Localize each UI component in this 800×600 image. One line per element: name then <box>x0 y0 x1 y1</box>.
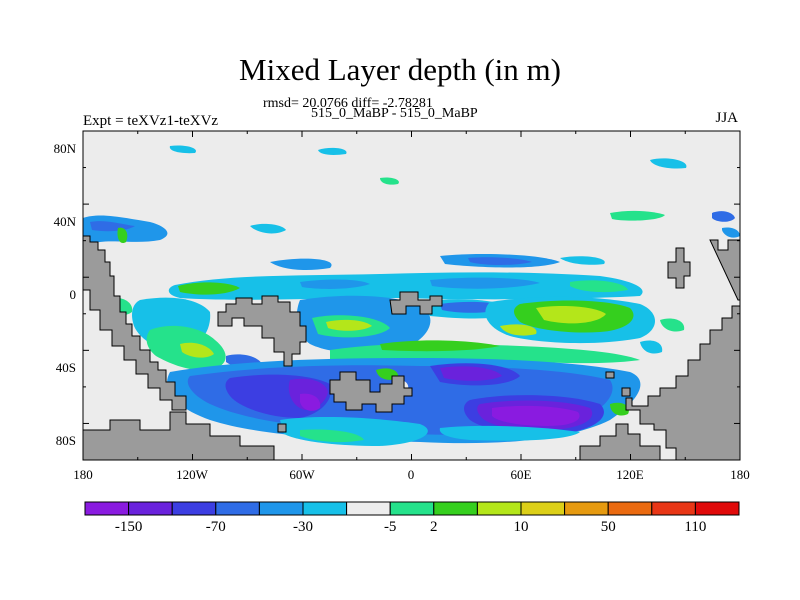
colorbar-box <box>564 501 609 516</box>
lat-label-40s: 40S <box>56 360 76 375</box>
colorbar-box <box>346 501 391 516</box>
axis-tick-marks <box>82 130 741 461</box>
contour-blob <box>326 319 372 331</box>
colorbar: -150 -70 -30 -5 2 10 50 110 <box>84 501 740 535</box>
contour-blob <box>168 272 643 300</box>
contour-blob <box>610 210 665 221</box>
colorbar-box <box>389 501 435 516</box>
contour-blob <box>380 340 500 352</box>
lon-label-180w: 180 <box>73 467 93 482</box>
contour-blob <box>270 258 332 270</box>
lon-label-60e: 60E <box>511 467 532 482</box>
land-islet <box>621 387 631 397</box>
land-north-america <box>83 235 187 411</box>
contour-blob <box>640 340 663 354</box>
land-masses <box>83 235 740 460</box>
mixed-layer-anomaly-field <box>83 145 740 446</box>
colorbar-label: -150 <box>115 519 143 535</box>
colorbar-label: -30 <box>293 519 313 535</box>
land-islet <box>277 423 287 433</box>
map-plot-area <box>83 131 740 460</box>
contour-blob <box>300 429 364 443</box>
contour-blob <box>500 324 537 336</box>
land-antarctic-right <box>579 423 661 460</box>
contour-blob <box>180 342 214 358</box>
colorbar-label: 110 <box>684 519 706 535</box>
contour-blob <box>440 366 502 381</box>
contour-blob <box>722 227 740 238</box>
colorbar-box <box>433 501 478 516</box>
colorbar-box <box>651 501 696 516</box>
contour-blob <box>380 177 399 185</box>
colorbar-label: -70 <box>206 519 226 535</box>
lon-label-120e: 120E <box>616 467 644 482</box>
contour-blob <box>318 147 347 155</box>
contour-blob <box>468 257 532 265</box>
lon-label-0: 0 <box>408 467 415 482</box>
contour-blob <box>536 306 606 324</box>
contour-blob <box>178 282 240 295</box>
land-africa <box>389 291 443 315</box>
colorbar-box <box>128 501 173 516</box>
figure-title: Mixed Layer depth (in m) <box>239 52 561 87</box>
lon-label-180e: 180 <box>730 467 750 482</box>
contour-blob <box>560 256 605 265</box>
contour-blob <box>492 405 580 426</box>
contour-blob <box>570 280 628 293</box>
experiment-label: Expt = teXVz1-teXVz <box>83 113 219 129</box>
latitude-axis-labels: 80N 40N 0 40S 80S <box>54 141 77 448</box>
contour-blob <box>610 402 629 416</box>
lat-label-0: 0 <box>70 287 77 302</box>
contour-blob <box>169 145 196 154</box>
lat-label-80s: 80S <box>56 433 76 448</box>
contour-blob <box>430 277 540 289</box>
colorbar-label: 50 <box>601 519 616 535</box>
land-asia <box>667 247 691 289</box>
colorbar-label: -5 <box>384 519 397 535</box>
colorbar-box <box>476 501 522 516</box>
colorbar-box <box>302 501 348 516</box>
lat-label-40n: 40N <box>54 214 77 229</box>
land-antarctic-left <box>83 411 275 460</box>
colorbar-box <box>520 501 566 516</box>
contour-blob <box>300 393 321 411</box>
colorbar-box <box>215 501 260 516</box>
land-islet <box>605 371 615 379</box>
colorbar-box <box>258 501 304 516</box>
land-south-america <box>217 295 307 367</box>
colorbar-label: 10 <box>514 519 529 535</box>
contour-blob <box>439 425 580 441</box>
lon-label-120w: 120W <box>176 467 209 482</box>
colorbar-box <box>171 501 217 516</box>
colorbar-box <box>84 501 130 516</box>
case-line: 515_0_MaBP - 515_0_MaBP <box>311 106 478 121</box>
stats-line: rmsd= 20.0766 diff= -2.78281 <box>263 96 433 111</box>
lon-label-60w: 60W <box>289 467 315 482</box>
lat-label-80n: 80N <box>54 141 77 156</box>
colorbar-box <box>694 501 740 516</box>
contour-blob <box>650 158 687 169</box>
contour-blob <box>117 227 128 244</box>
colorbar-label: 2 <box>430 519 438 535</box>
contour-blob <box>660 318 685 332</box>
contour-blob <box>300 279 370 289</box>
longitude-axis-labels: 180 120W 60W 0 60E 120E 180 <box>73 467 750 482</box>
contour-blob <box>250 223 286 234</box>
land-southern-africa <box>329 371 413 413</box>
colorbar-box <box>607 501 653 516</box>
contour-blob <box>712 211 735 222</box>
season-label: JJA <box>715 110 738 126</box>
land-east-asia <box>625 239 740 460</box>
